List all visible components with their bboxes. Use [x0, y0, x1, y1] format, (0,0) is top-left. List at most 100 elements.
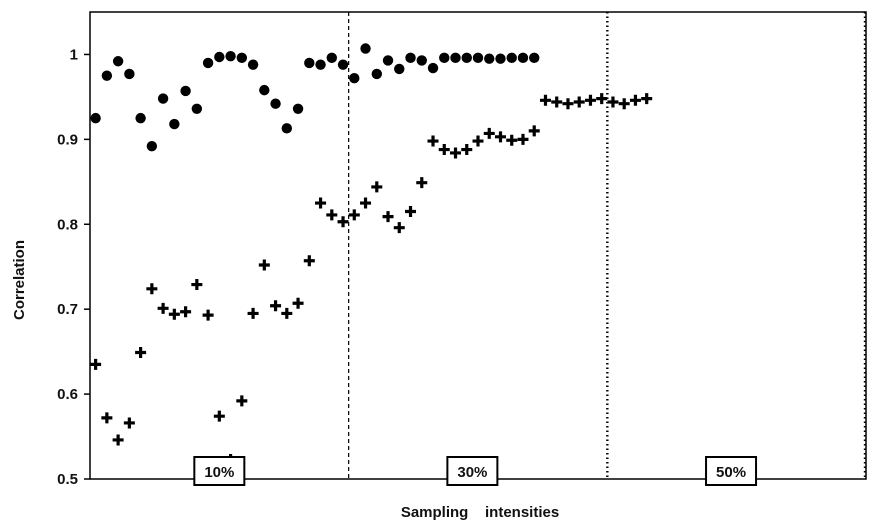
data-point-plus [416, 177, 428, 189]
data-point-circle [101, 70, 113, 81]
y-tick-label: 0.5 [57, 471, 78, 488]
data-point-plus [427, 135, 439, 147]
y-tick-label: 1 [70, 46, 78, 63]
data-point-circle [337, 59, 349, 70]
data-point-plus [348, 209, 360, 221]
data-point-plus [382, 211, 394, 223]
data-point-circle [304, 57, 315, 69]
data-point-plus [213, 410, 225, 422]
data-point-plus [258, 259, 270, 271]
data-point-plus [618, 98, 630, 110]
data-point-plus [461, 144, 473, 156]
data-point-plus [438, 144, 450, 156]
data-point-plus [596, 93, 608, 105]
data-point-circle [169, 118, 180, 130]
data-point-circle [506, 52, 517, 64]
group-label-box [193, 456, 246, 486]
data-point-circle [236, 52, 248, 64]
data-point-plus [292, 297, 304, 309]
data-point-plus [146, 283, 158, 295]
group-label-box [705, 456, 758, 486]
data-point-plus [360, 197, 372, 209]
y-axis-title: Correlation [11, 240, 28, 320]
data-point-circle [124, 68, 135, 80]
group-label: 30% [457, 464, 487, 481]
group-label: 10% [204, 464, 234, 481]
data-point-circle [247, 59, 259, 70]
data-point-plus [472, 135, 484, 147]
data-point-circle [360, 43, 371, 54]
data-point-plus [180, 306, 192, 318]
data-point-circle [191, 103, 203, 114]
data-point-plus [517, 133, 529, 145]
data-point-plus [607, 96, 619, 108]
plot-frame [89, 11, 867, 480]
data-point-circle [382, 55, 394, 66]
data-point-plus [405, 206, 417, 218]
y-tick-label: 0.8 [57, 216, 78, 233]
data-point-plus [281, 307, 293, 319]
data-point-circle [270, 98, 281, 109]
data-point-circle [450, 52, 461, 64]
data-point-plus [450, 147, 462, 159]
data-point-circle [529, 52, 540, 64]
group-labels: 10% 30% 50% [193, 456, 758, 486]
data-point-plus [168, 308, 180, 320]
data-point-plus [584, 94, 596, 106]
data-point-circle [461, 52, 472, 64]
data-point-plus [371, 181, 383, 193]
data-point-plus [641, 93, 653, 105]
x-axis-title: Sampling intensities [401, 504, 559, 521]
data-point-circle [214, 51, 225, 63]
y-tick-label: 0.9 [57, 131, 78, 148]
data-point-circle [427, 62, 439, 74]
data-point-plus [506, 134, 518, 146]
data-point-plus [202, 309, 214, 321]
data-point-plus [562, 98, 574, 110]
y-tick-label: 0.6 [57, 386, 78, 403]
data-point-circle [416, 55, 427, 66]
data-point-plus [393, 222, 405, 234]
data-point-circle [146, 140, 158, 152]
data-point-circle [439, 52, 450, 64]
data-point-circle [90, 112, 101, 124]
data-point-plus [90, 358, 102, 370]
data-point-circle [472, 52, 484, 64]
data-point-plus [303, 255, 315, 267]
data-point-plus [573, 96, 585, 108]
data-point-circle [157, 93, 169, 104]
data-point-plus [123, 417, 135, 429]
data-point-circle [495, 53, 506, 64]
data-point-plus [494, 131, 506, 143]
data-point-circle [225, 50, 236, 62]
data-point-plus [135, 346, 147, 358]
data-point-circle [484, 53, 495, 64]
group-label-box [446, 456, 499, 486]
data-point-circle [112, 56, 124, 67]
data-point-plus [326, 209, 338, 221]
data-point-circle [292, 103, 304, 114]
y-tick-label: 0.7 [57, 301, 78, 318]
data-point-plus [337, 216, 349, 228]
data-point-plus [112, 434, 124, 446]
data-point-circle [371, 68, 382, 80]
data-point-circle [349, 73, 360, 84]
data-point-plus [191, 279, 203, 291]
data-point-circle [394, 63, 405, 75]
data-point-plus [551, 96, 563, 108]
data-point-plus [315, 197, 327, 209]
data-point-circle [180, 85, 191, 97]
data-point-circle [202, 57, 214, 69]
data-marks [90, 43, 653, 465]
data-point-circle [326, 52, 337, 64]
data-point-plus [629, 94, 641, 106]
data-point-circle [259, 84, 270, 96]
plot-border [89, 11, 867, 480]
data-point-plus [157, 302, 169, 314]
data-point-circle [517, 52, 529, 64]
data-point-circle [281, 123, 293, 134]
group-label: 50% [716, 464, 746, 481]
data-point-circle [135, 112, 146, 124]
data-point-plus [528, 125, 540, 137]
